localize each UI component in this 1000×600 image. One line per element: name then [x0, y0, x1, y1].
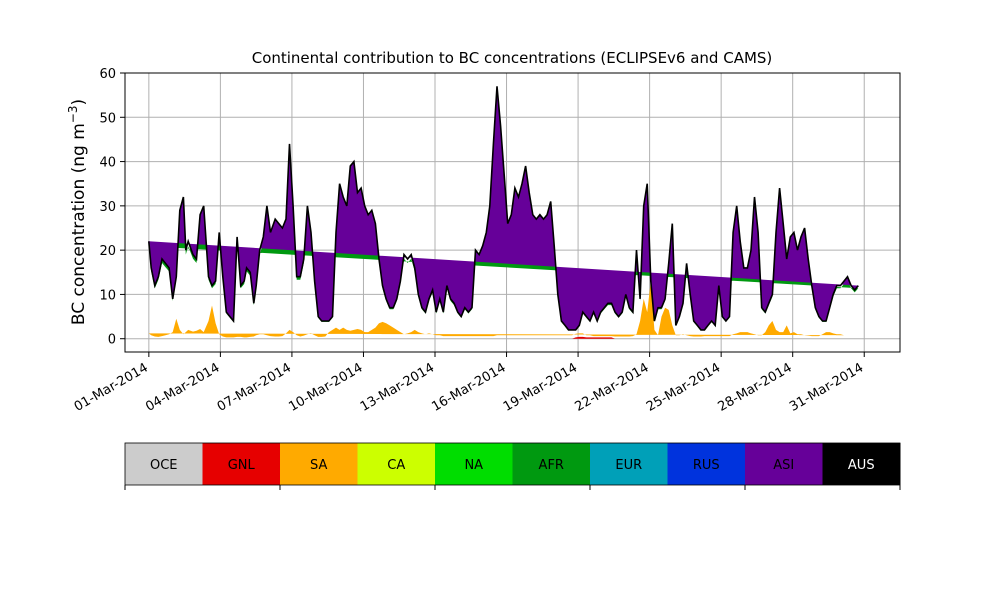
x-tick-label: 22-Mar-2014 [572, 360, 651, 414]
colorbar-swatch-aus [822, 443, 901, 485]
colorbar-swatch-oce [125, 443, 203, 485]
colorbar-frame [124, 442, 901, 486]
plot-frame [124, 72, 901, 353]
y-tick-label: 10 [99, 288, 116, 303]
colorbar-label-na: NA [464, 458, 483, 473]
colorbar-label-eur: EUR [615, 458, 642, 473]
y-axis-label-end: ) [69, 99, 89, 106]
x-tick-label: 31-Mar-2014 [787, 360, 866, 414]
colorbar-label-asi: ASI [773, 458, 794, 473]
colorbar-swatch-asi [745, 443, 823, 485]
x-tick-label: 13-Mar-2014 [358, 360, 437, 414]
y-tick-label: 20 [99, 244, 116, 259]
x-tick-label: 07-Mar-2014 [215, 360, 294, 414]
colorbar-swatch-na [435, 443, 513, 485]
y-tick-label: 40 [99, 156, 116, 171]
y-tick-label: 30 [99, 200, 116, 215]
colorbar-swatch-afr [512, 443, 591, 485]
x-tick-label: 25-Mar-2014 [644, 360, 723, 414]
y-axis-label: BC concentration (ng m−3) [66, 99, 89, 325]
total-line [148, 86, 859, 331]
x-tick-label: 10-Mar-2014 [286, 360, 365, 414]
colorbar-label-afr: AFR [539, 458, 564, 473]
colorbar-swatch-ca [357, 443, 436, 485]
colorbar-swatch-sa [280, 443, 358, 485]
y-axis-label-base: BC concentration (ng m [69, 123, 89, 325]
area-series [148, 86, 880, 339]
colorbar-label-sa: SA [310, 458, 327, 473]
chart-title: Continental contribution to BC concentra… [252, 49, 773, 67]
y-axis: 0 10 20 30 40 50 60 [99, 67, 125, 348]
colorbar-legend: OCE GNL SA CA NA AFR EUR RUS ASI AUS [124, 442, 901, 490]
colorbar-label-rus: RUS [693, 458, 720, 473]
colorbar-label-oce: OCE [150, 458, 178, 473]
colorbar-swatch-rus [667, 443, 746, 485]
colorbar-swatch-eur [590, 443, 668, 485]
x-tick-label: 19-Mar-2014 [501, 360, 580, 414]
x-tick-label: 16-Mar-2014 [429, 360, 508, 414]
x-tick-label: 04-Mar-2014 [143, 360, 222, 414]
x-tick-label: 28-Mar-2014 [716, 360, 795, 414]
x-axis: 01-Mar-201404-Mar-201407-Mar-201410-Mar-… [72, 352, 866, 415]
y-tick-label: 50 [99, 111, 116, 126]
colorbar-label-aus: AUS [848, 458, 875, 473]
y-axis-label-exponent: −3 [66, 105, 80, 123]
y-tick-label: 0 [108, 333, 116, 348]
series-area-asi [148, 86, 859, 330]
y-tick-label: 60 [99, 67, 116, 82]
colorbar-label-ca: CA [387, 458, 405, 473]
colorbar-swatch-gnl [202, 443, 281, 485]
colorbar-label-gnl: GNL [228, 458, 256, 473]
x-tick-label: 01-Mar-2014 [72, 360, 151, 414]
